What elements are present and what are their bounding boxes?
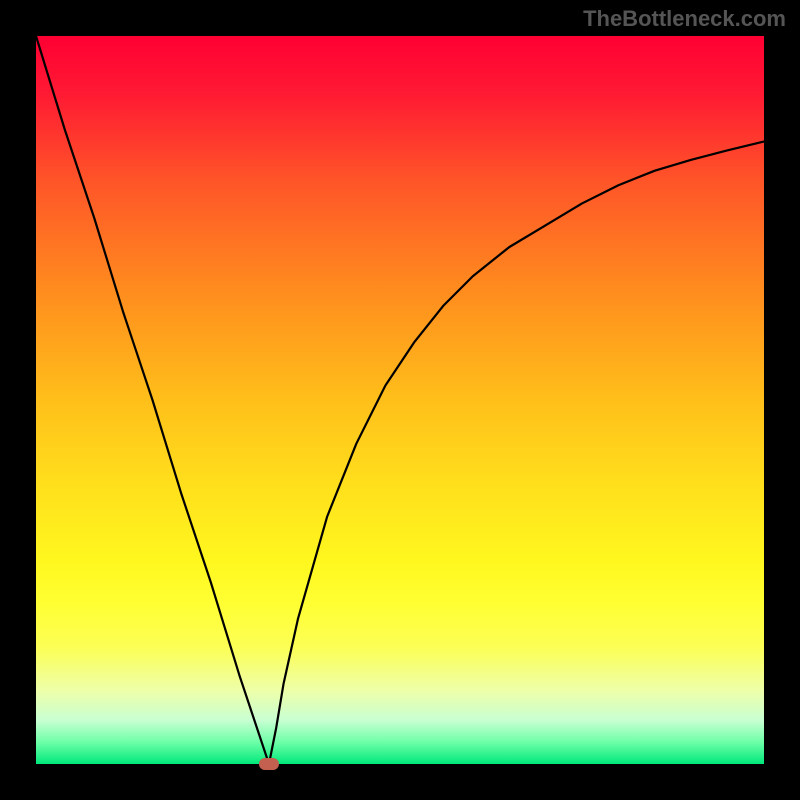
watermark-text: TheBottleneck.com [583, 6, 786, 32]
optimal-point-marker [259, 758, 279, 770]
bottleneck-chart [0, 0, 800, 800]
chart-container: TheBottleneck.com [0, 0, 800, 800]
chart-background [36, 36, 764, 764]
